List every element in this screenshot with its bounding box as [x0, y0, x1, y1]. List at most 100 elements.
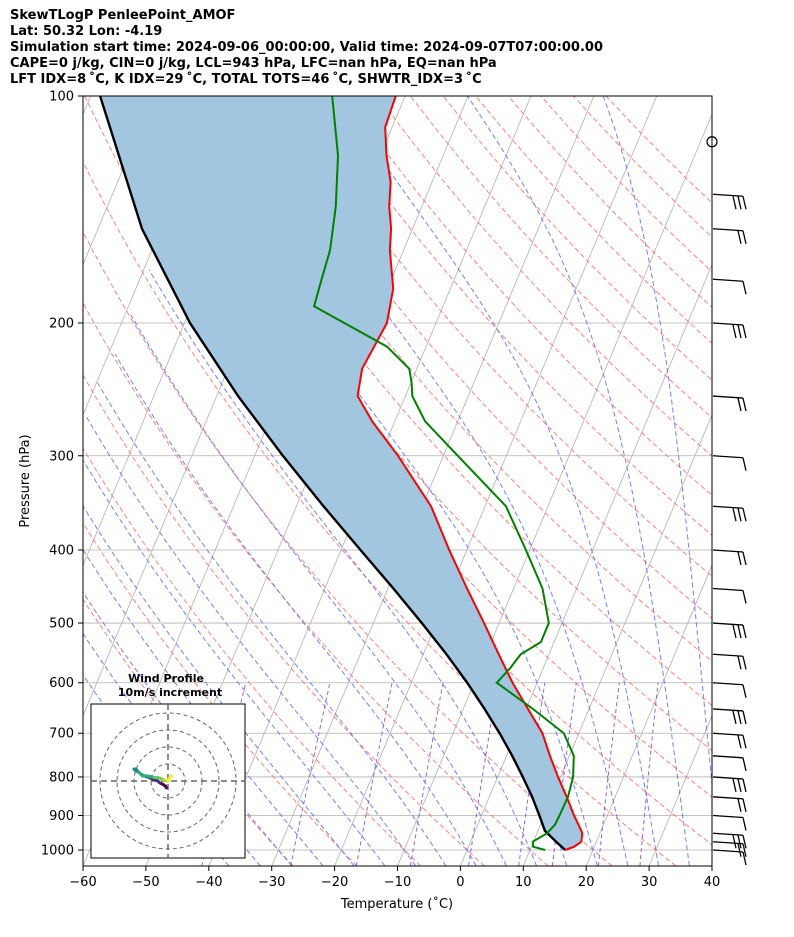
- dry-adiabat-line: [377, 96, 712, 457]
- barb-shaft: [712, 682, 744, 686]
- chart-header: SkewTLogP PenleePoint_AMOF Lat: 50.32 Lo…: [10, 8, 603, 88]
- temperature-profile-line: [356, 96, 584, 851]
- barb-shaft: [712, 278, 744, 282]
- isotherm-line: [271, 96, 595, 866]
- isotherm-line: [83, 96, 154, 266]
- barb-shaft: [712, 841, 744, 845]
- barb-feather: [737, 798, 742, 812]
- wind-barb: [712, 278, 747, 295]
- dry-adiabat-line: [247, 96, 712, 619]
- y-tick-label: 100: [49, 90, 74, 105]
- y-tick-label: 1000: [41, 844, 74, 859]
- axes: −60 −50 −40 −30 −20 −10 0 10 20 30 40 1000 900 800 700…: [41, 90, 720, 891]
- moist-adiabat-line: [466, 96, 690, 866]
- wind-barb: [712, 395, 747, 412]
- barb-shaft: [712, 708, 744, 712]
- barb-feather: [742, 835, 747, 849]
- barb-feather: [737, 835, 742, 849]
- mixing-ratio-line: [290, 682, 331, 866]
- moist-adiabat-line: [197, 155, 598, 866]
- y-axis-label: Pressure (hPa): [18, 434, 33, 527]
- barb-feather: [742, 196, 747, 210]
- dry-adiabat-line: [573, 96, 712, 238]
- dry-adiabat-line: [507, 96, 712, 308]
- barb-feather: [742, 851, 747, 866]
- wind-barb: [712, 776, 747, 793]
- dry-adiabat-line: [83, 447, 422, 866]
- barb-feather: [737, 656, 742, 670]
- barb-feather: [742, 817, 747, 831]
- x-tick-label: −20: [321, 875, 348, 890]
- barb-feather: [737, 843, 742, 857]
- barb-shaft: [712, 732, 744, 736]
- dry-adiabat-line: [181, 96, 712, 707]
- dewpoint-profile-line: [312, 96, 575, 851]
- mixing-ratio-line: [468, 682, 499, 866]
- barb-feather: [742, 624, 747, 639]
- isotherm-line: [585, 564, 712, 866]
- wind-barb: [712, 549, 747, 566]
- calm-wind-circle: [706, 136, 718, 148]
- mixing-ratio-line: [597, 682, 620, 866]
- barb-feather: [732, 835, 737, 849]
- barb-shaft: [712, 587, 744, 592]
- hodograph-inset: Wind Profile 10m/s increment: [90, 672, 246, 859]
- wind-barb: [712, 849, 747, 866]
- profiles: [98, 96, 584, 851]
- convective-params-line: CAPE=0 j/kg, CIN=0 j/kg, LCL=943 hPa, LF…: [10, 56, 497, 71]
- moist-adiabat-line: [97, 382, 447, 866]
- x-tick-label: 10: [515, 875, 532, 890]
- hodograph-title: Wind Profile: [128, 672, 204, 685]
- x-tick-label: 30: [641, 875, 658, 890]
- barb-feather: [742, 778, 747, 793]
- wind-barb: [712, 796, 747, 812]
- wind-barb: [712, 228, 747, 244]
- isotherm-line: [648, 714, 712, 866]
- x-tick-label: −40: [195, 875, 222, 890]
- barb-feather: [742, 684, 747, 698]
- barb-shaft: [712, 755, 744, 759]
- hodograph-segment: [168, 774, 173, 780]
- y-tick-label: 600: [49, 676, 74, 691]
- barb-feather: [737, 324, 742, 339]
- moist-adiabat-line: [83, 548, 324, 866]
- wind-barb: [712, 455, 747, 471]
- barb-feather: [737, 778, 742, 793]
- moist-adiabat-line: [238, 96, 629, 866]
- barb-feather: [742, 230, 747, 244]
- wind-barb: [712, 653, 747, 670]
- barb-shaft: [712, 228, 744, 232]
- hodograph-subtitle: 10m/s increment: [118, 686, 222, 699]
- barb-feather: [732, 196, 737, 210]
- barb-feather: [737, 230, 742, 244]
- dry-adiabat-line: [540, 96, 712, 273]
- barb-feather: [742, 757, 747, 771]
- mixing-ratio-line: [639, 682, 659, 866]
- y-tick-label: 400: [49, 543, 74, 558]
- barb-feather: [742, 798, 747, 812]
- x-tick-label: −50: [132, 875, 159, 890]
- hodograph-plot: [91, 704, 245, 858]
- barb-feather: [732, 778, 737, 793]
- barb-shaft: [712, 814, 744, 819]
- barb-feather: [742, 590, 747, 604]
- y-tick-label: 900: [49, 809, 74, 824]
- barb-shaft: [712, 395, 744, 399]
- parcel-profile-line: [98, 96, 567, 851]
- dry-adiabat-line: [410, 96, 712, 419]
- moist-adiabat-line: [337, 96, 660, 866]
- barb-feather: [742, 397, 747, 412]
- wind-barb: [712, 814, 747, 831]
- moist-adiabat-line: [114, 353, 477, 866]
- barb-shaft: [712, 832, 744, 836]
- dry-adiabat-line: [83, 160, 677, 866]
- x-tick-label: −30: [258, 875, 285, 890]
- wind-barb: [712, 322, 747, 339]
- barb-feather: [732, 624, 737, 639]
- barb-shaft: [712, 549, 744, 553]
- barb-feather: [737, 196, 742, 210]
- wind-barb: [712, 755, 747, 771]
- cin-shading: [100, 96, 583, 850]
- barb-shaft: [712, 796, 744, 800]
- barb-feather: [742, 324, 747, 339]
